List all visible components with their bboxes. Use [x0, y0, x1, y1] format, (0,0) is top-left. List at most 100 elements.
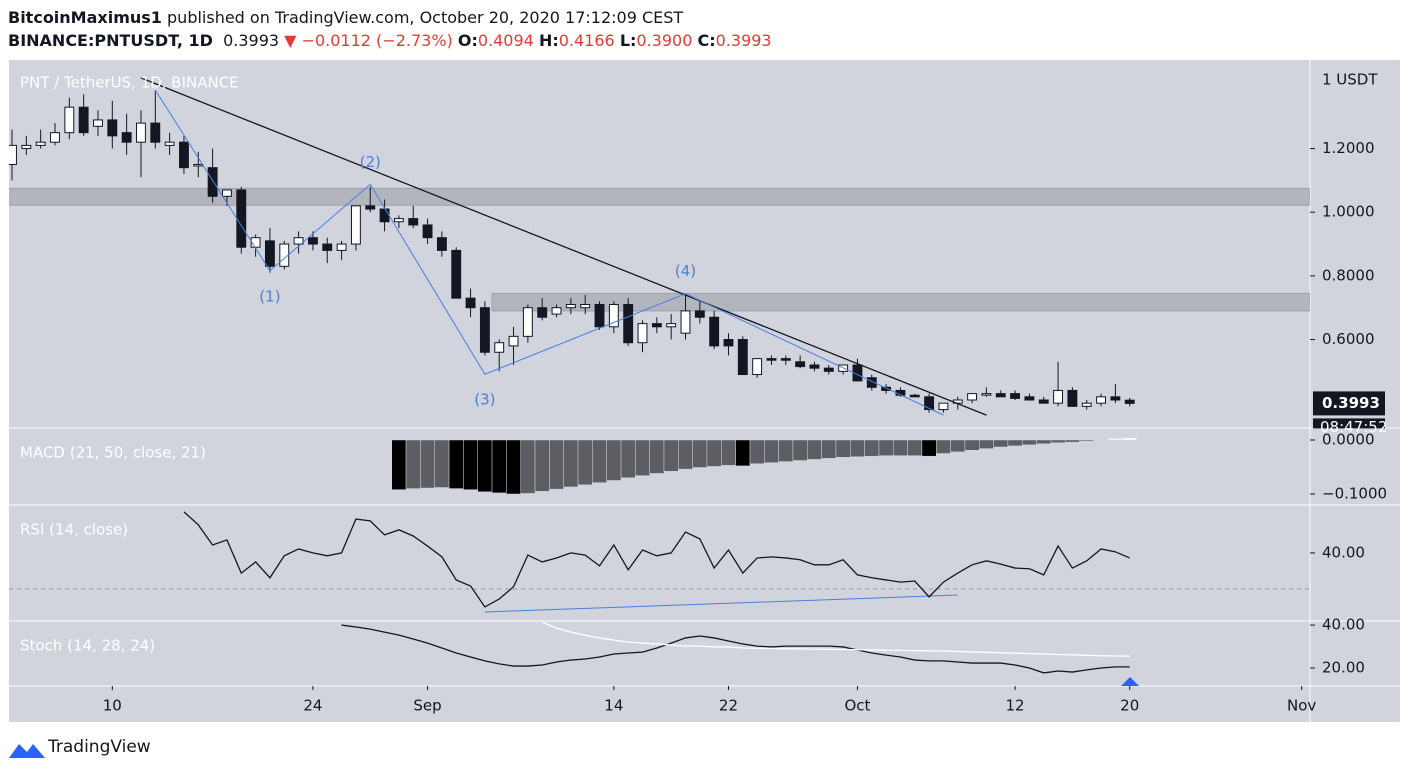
y-tick-label: −0.1000 [1322, 484, 1387, 502]
wave-label: (3) [474, 391, 495, 409]
x-tick-label: Sep [413, 697, 441, 715]
histogram-bar [1122, 437, 1138, 441]
histogram-bar [405, 439, 421, 489]
histogram-bar [706, 439, 722, 467]
o-label: O: [457, 31, 478, 50]
wave-label: (4) [675, 262, 696, 280]
x-tick-label: Oct [844, 697, 870, 715]
candle-body [479, 307, 490, 353]
histogram-bar [979, 439, 994, 449]
indicator-pane [9, 511, 1310, 613]
zone [491, 292, 1310, 312]
candle-body [207, 167, 218, 197]
h-value: 0.4166 [558, 31, 615, 50]
histogram-bar [448, 439, 464, 489]
countdown-box [1313, 418, 1385, 429]
histogram-bar [721, 439, 736, 466]
countdown: 08:47:52 [1320, 418, 1387, 436]
candle-body [193, 163, 204, 167]
published: published on TradingView.com, October 20… [167, 8, 684, 27]
price-pane: (1) (2) (3) (4) [9, 77, 1310, 416]
candle-body [422, 224, 433, 239]
indicator-line [341, 624, 1130, 674]
candle-body [766, 358, 777, 361]
histogram-bar [936, 439, 951, 454]
pane-title: PNT / TetherUS, 1D, BINANCE [20, 74, 239, 92]
histogram-bar [477, 439, 493, 493]
candle-body [981, 393, 992, 396]
candle-body [967, 393, 978, 401]
c-value: 0.3993 [715, 31, 772, 50]
zone [9, 187, 1310, 206]
brand-logo [9, 744, 45, 758]
candle-body [709, 316, 720, 347]
footer: TradingView [48, 737, 151, 757]
candle-body [465, 297, 476, 309]
histogram-bar [850, 439, 865, 457]
header-line: BitcoinMaximus1 published on TradingView… [8, 6, 772, 29]
histogram-bar [577, 439, 593, 486]
histogram-bar [1050, 439, 1066, 443]
histogram-bar [749, 439, 765, 464]
unit-label: 1 USDT [1322, 71, 1378, 89]
candle-body [522, 307, 533, 337]
histogram-bar [491, 439, 507, 494]
price-label-box [1313, 391, 1385, 416]
candle-body [365, 205, 376, 210]
candle-body [666, 323, 677, 328]
l-value: 0.3900 [636, 31, 693, 50]
candle-body [995, 393, 1006, 398]
arrow: ▼ [284, 31, 297, 50]
histogram-bar [735, 439, 751, 467]
candle-body [179, 141, 189, 169]
last: 0.3993 [223, 31, 280, 50]
histogram-bar [1079, 439, 1095, 442]
wave-label: (1) [259, 287, 280, 305]
trendline [484, 594, 958, 613]
wave-label: (2) [360, 153, 381, 171]
candle-body [881, 386, 892, 391]
histogram-bar [893, 439, 908, 456]
candle-body [1124, 399, 1135, 404]
indicator-pane [341, 621, 1130, 674]
histogram-bar [678, 439, 693, 470]
x-tick-label: 24 [303, 697, 322, 715]
candle-body [924, 396, 935, 411]
l-label: L: [619, 31, 637, 50]
candle-body [508, 335, 519, 347]
histogram-bar [1007, 439, 1023, 447]
candle-body [795, 361, 806, 368]
histogram-bar [620, 439, 636, 479]
histogram-bar [434, 439, 450, 488]
candle-body [823, 367, 834, 372]
histogram-bar [778, 439, 794, 462]
symbol: BINANCE:PNTUSDT, 1D [8, 31, 213, 50]
header: BitcoinMaximus1 published on TradingView… [8, 6, 772, 52]
histogram-bar [663, 439, 679, 472]
x-tick-label: 12 [1006, 697, 1025, 715]
candle-body [64, 106, 75, 134]
candle-body [1067, 389, 1078, 407]
histogram-bar [420, 439, 435, 489]
candle-body [250, 237, 261, 248]
wave-line [154, 89, 944, 416]
histogram-bar [1093, 439, 1109, 441]
candle-body [1110, 396, 1121, 401]
histogram-bar [1021, 439, 1037, 446]
indicator-line [541, 621, 1130, 657]
y-tick-label: 1.2000 [1322, 139, 1375, 157]
histogram-bar [835, 439, 851, 458]
candle-body [436, 237, 447, 251]
candle-body [594, 304, 605, 328]
candle-body [623, 304, 634, 344]
indicator-line [183, 511, 1130, 608]
candle-body [723, 339, 734, 347]
candle-body [78, 106, 89, 134]
candle-body [1096, 396, 1106, 404]
candle-body [35, 141, 46, 146]
candle-body [1081, 402, 1092, 407]
histogram-bar [792, 439, 808, 461]
histogram-bar [864, 439, 880, 457]
histogram-bar [964, 439, 980, 451]
